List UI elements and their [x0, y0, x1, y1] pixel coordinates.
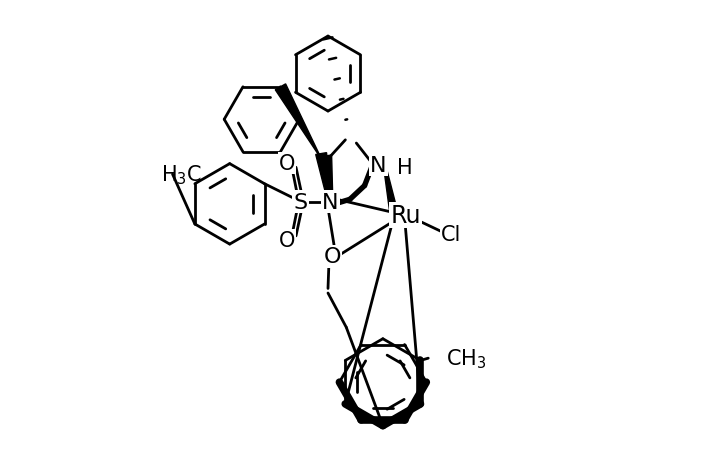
- Text: O: O: [324, 247, 341, 267]
- Text: H: H: [397, 158, 413, 178]
- Polygon shape: [383, 162, 400, 224]
- Text: O: O: [279, 231, 295, 251]
- Text: CH$_3$: CH$_3$: [446, 347, 486, 370]
- Text: Cl: Cl: [441, 224, 462, 244]
- Text: S: S: [294, 192, 307, 212]
- Polygon shape: [275, 84, 319, 155]
- Text: O: O: [279, 153, 295, 174]
- Text: H$_3$C: H$_3$C: [161, 163, 202, 186]
- Text: N: N: [322, 192, 338, 212]
- Text: N: N: [370, 156, 387, 176]
- Text: Ru: Ru: [390, 204, 421, 228]
- Polygon shape: [316, 153, 331, 209]
- Polygon shape: [320, 156, 333, 208]
